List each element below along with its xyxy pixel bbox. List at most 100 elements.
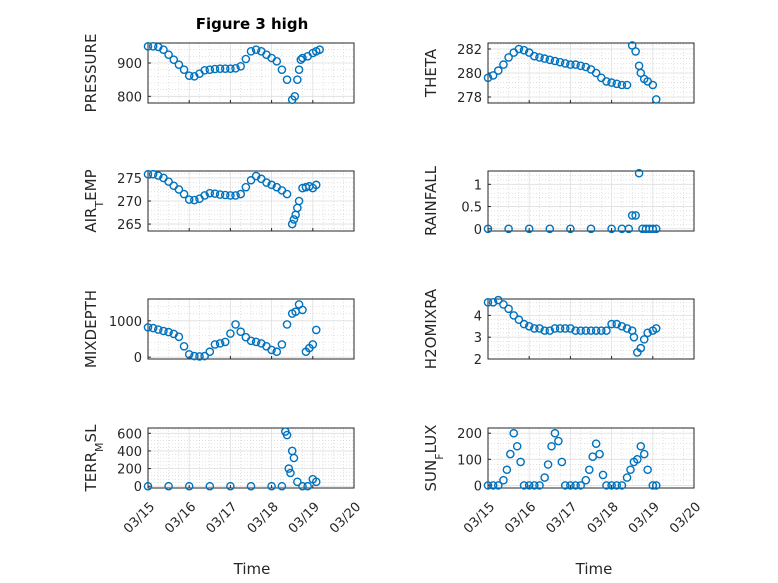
data-point xyxy=(519,319,529,329)
data-point xyxy=(231,64,240,73)
data-point xyxy=(607,78,616,87)
y-tick-label: 0.5 xyxy=(461,201,482,216)
x-axis-label-right: Time xyxy=(575,560,613,578)
data-point xyxy=(215,339,225,348)
subplot-6: 2 3 4 H2OMIXRA xyxy=(422,288,695,369)
data-point xyxy=(184,481,194,491)
data-point xyxy=(272,347,282,357)
data-point xyxy=(598,470,608,480)
data-point xyxy=(159,45,168,54)
data-point xyxy=(272,57,282,66)
data-point xyxy=(591,439,601,448)
data-point xyxy=(267,345,276,355)
subplot-2: 278 280 282 THETA xyxy=(422,41,695,106)
data-point xyxy=(205,65,215,74)
axes-frame xyxy=(487,298,695,360)
data-point xyxy=(612,79,622,89)
data-point xyxy=(210,340,220,349)
data-point xyxy=(267,481,276,491)
data-point xyxy=(560,481,570,490)
data-point xyxy=(493,295,503,305)
y-axis-label: TERRMSL xyxy=(82,424,106,493)
data-point xyxy=(639,449,649,459)
data-point xyxy=(220,64,230,73)
data-point xyxy=(284,464,294,473)
data-point xyxy=(639,335,649,344)
subplot-3: 265 270 275 AIRTEMP xyxy=(82,169,355,233)
data-point xyxy=(311,180,321,190)
data-point xyxy=(504,53,513,62)
data-point xyxy=(586,326,596,335)
y-tick-label: 600 xyxy=(117,427,142,442)
data-point xyxy=(164,481,173,491)
data-point xyxy=(516,457,525,467)
data-point xyxy=(581,475,591,485)
data-point xyxy=(629,332,639,342)
data-point xyxy=(566,324,575,333)
data-point xyxy=(540,54,549,63)
data-point xyxy=(179,341,189,351)
data-point xyxy=(303,481,312,491)
data-point xyxy=(315,45,324,54)
data-point xyxy=(540,473,549,482)
data-point xyxy=(581,62,591,72)
data-point xyxy=(483,73,493,83)
subplot-4: 0 0.5 1 RAINFALL xyxy=(422,165,695,238)
data-point xyxy=(226,191,235,200)
data-point xyxy=(289,453,299,463)
data-point xyxy=(246,47,256,56)
y-tick-label: 0 xyxy=(134,480,142,495)
y-axis-label: PRESSURE xyxy=(82,34,100,113)
data-point xyxy=(282,430,292,440)
y-tick-label: 200 xyxy=(117,463,142,478)
data-point xyxy=(159,326,168,336)
data-point xyxy=(524,481,534,490)
data-point xyxy=(504,304,513,314)
axes-frame xyxy=(147,298,355,360)
data-point xyxy=(571,326,580,335)
data-point xyxy=(499,475,508,485)
data-point xyxy=(174,60,184,69)
data-point xyxy=(190,351,199,361)
y-tick-label: 270 xyxy=(117,195,142,210)
y-tick-label: 2 xyxy=(474,353,482,368)
data-point xyxy=(617,321,627,331)
data-point xyxy=(236,62,245,71)
y-tick-label: 280 xyxy=(457,67,482,82)
y-tick-label: 0 xyxy=(474,223,482,238)
data-point xyxy=(231,191,240,200)
y-tick-label: 282 xyxy=(457,43,482,58)
data-point xyxy=(571,481,580,490)
y-tick-label: 265 xyxy=(117,218,142,233)
data-point xyxy=(220,337,230,347)
data-point xyxy=(557,457,567,467)
data-point xyxy=(488,71,498,80)
data-point xyxy=(153,171,163,180)
data-point xyxy=(622,80,632,90)
data-point xyxy=(651,324,661,333)
y-axis-label: AIRTEMP xyxy=(82,169,106,232)
subplot-1: 800 900 PRESSURE xyxy=(82,34,355,113)
data-point xyxy=(148,42,158,51)
data-point xyxy=(612,481,622,490)
y-tick-label: 200 xyxy=(457,427,482,442)
data-point xyxy=(643,465,652,475)
data-point xyxy=(164,327,173,337)
data-point xyxy=(631,211,640,220)
y-axis-label: H2OMIXRA xyxy=(422,288,440,369)
data-point xyxy=(215,64,225,73)
data-point xyxy=(296,55,306,64)
data-point xyxy=(294,196,304,206)
y-tick-label: 0 xyxy=(134,351,142,366)
data-point xyxy=(210,189,220,198)
data-point xyxy=(143,481,153,491)
data-point xyxy=(566,224,575,234)
data-point xyxy=(195,352,204,361)
y-axis-label: SUNFLUX xyxy=(422,425,446,492)
data-point xyxy=(514,44,524,54)
data-point xyxy=(308,340,318,349)
data-point xyxy=(512,441,522,451)
data-point xyxy=(624,224,634,234)
